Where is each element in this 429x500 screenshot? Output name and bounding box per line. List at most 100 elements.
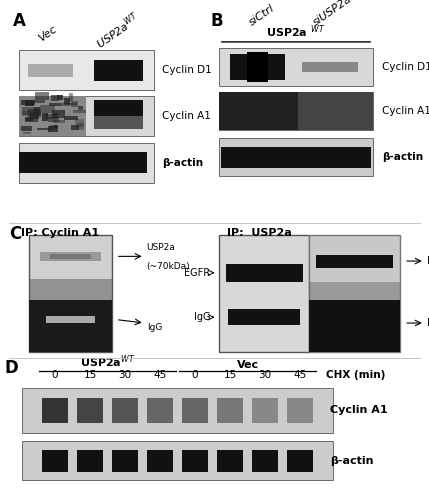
Bar — [61, 103, 69, 106]
Bar — [182, 450, 208, 471]
Bar — [112, 398, 138, 422]
Text: IgG: IgG — [147, 323, 162, 332]
Bar — [27, 116, 33, 121]
Bar — [39, 252, 101, 261]
Text: EGFR: EGFR — [184, 268, 211, 278]
Bar — [48, 118, 59, 122]
Text: Cyclin A1: Cyclin A1 — [382, 106, 429, 116]
Bar — [219, 48, 373, 86]
Bar — [30, 112, 39, 119]
Text: IP: Cyclin A1: IP: Cyclin A1 — [21, 228, 99, 237]
Bar — [50, 126, 57, 130]
Bar — [77, 450, 103, 471]
Text: Cyclin A1: Cyclin A1 — [330, 406, 388, 415]
Text: USP2a$^{WT}$: USP2a$^{WT}$ — [92, 10, 143, 52]
Bar — [50, 254, 91, 259]
Text: CHX (min): CHX (min) — [326, 370, 385, 380]
Bar — [71, 101, 79, 107]
Bar — [25, 100, 34, 106]
Bar — [48, 126, 58, 132]
Text: Cyclin A1: Cyclin A1 — [162, 112, 211, 122]
Bar — [182, 398, 208, 422]
Bar — [28, 64, 73, 76]
Text: USP2a$^{WT}$: USP2a$^{WT}$ — [80, 353, 135, 370]
Bar — [23, 132, 31, 134]
Text: B: B — [210, 12, 223, 30]
Bar — [29, 300, 112, 352]
Text: Vec: Vec — [37, 24, 59, 44]
Bar — [287, 398, 313, 422]
Bar — [35, 92, 49, 100]
Bar — [77, 398, 103, 422]
Bar — [22, 441, 333, 480]
Bar — [73, 110, 86, 112]
Bar — [64, 98, 69, 104]
Text: β-actin: β-actin — [382, 152, 423, 162]
Text: USP2a: USP2a — [147, 244, 175, 252]
Bar — [21, 126, 32, 131]
Bar — [42, 398, 68, 422]
Bar — [18, 96, 87, 136]
Bar — [316, 254, 393, 268]
Bar — [51, 95, 59, 102]
Bar — [57, 95, 63, 100]
Bar — [64, 103, 77, 105]
Text: USP2a $^{WT}$: USP2a $^{WT}$ — [266, 23, 326, 40]
Bar — [71, 124, 79, 130]
Bar — [247, 52, 268, 82]
Text: FASN: FASN — [427, 256, 429, 266]
Bar — [287, 450, 313, 471]
Bar — [252, 398, 278, 422]
Text: 15: 15 — [224, 370, 237, 380]
Bar — [219, 138, 373, 176]
Bar — [252, 450, 278, 471]
Bar — [25, 118, 33, 122]
Text: C: C — [9, 225, 21, 243]
Bar — [230, 54, 285, 80]
Text: IgG: IgG — [194, 312, 211, 322]
Text: siUSP2a: siUSP2a — [312, 0, 354, 27]
Bar — [69, 93, 73, 101]
Text: 30: 30 — [118, 370, 132, 380]
Bar — [147, 398, 173, 422]
Bar — [298, 92, 373, 130]
Bar — [28, 110, 41, 116]
Bar — [219, 92, 373, 130]
Text: 0: 0 — [192, 370, 198, 380]
Text: D: D — [5, 358, 18, 376]
Bar — [302, 62, 358, 72]
Bar — [221, 147, 371, 168]
Text: Cyclin D1: Cyclin D1 — [382, 62, 429, 72]
Bar — [18, 50, 154, 90]
Text: 30: 30 — [259, 370, 272, 380]
Text: (~70kDa): (~70kDa) — [147, 262, 190, 270]
Bar — [37, 128, 51, 130]
Bar — [42, 450, 68, 471]
Bar — [49, 103, 61, 106]
Bar — [94, 116, 143, 129]
Bar — [52, 110, 64, 118]
Bar — [46, 316, 95, 323]
Bar — [94, 100, 143, 120]
Bar — [33, 112, 41, 117]
Bar — [76, 118, 84, 126]
Bar — [42, 113, 48, 121]
Bar — [226, 264, 302, 282]
Text: siCtrl: siCtrl — [248, 2, 277, 27]
Bar — [29, 236, 112, 352]
Bar — [22, 111, 33, 116]
Text: IP:  USP2a: IP: USP2a — [227, 228, 292, 237]
Bar — [46, 114, 57, 119]
Text: 45: 45 — [293, 370, 307, 380]
Bar — [29, 278, 112, 299]
Bar — [78, 106, 82, 110]
Text: 45: 45 — [154, 370, 167, 380]
Bar — [94, 60, 143, 80]
Bar — [77, 124, 84, 130]
Bar — [53, 120, 65, 123]
Bar — [22, 107, 35, 116]
Bar — [112, 450, 138, 471]
Text: IgG: IgG — [427, 318, 429, 328]
Text: A: A — [13, 12, 26, 30]
Bar — [18, 142, 154, 182]
